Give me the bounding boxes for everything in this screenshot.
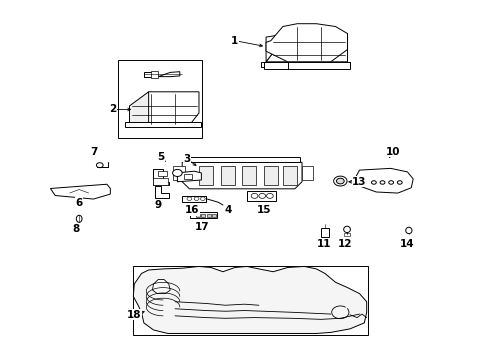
Polygon shape	[263, 62, 349, 69]
Text: 18: 18	[127, 310, 141, 320]
Circle shape	[251, 193, 257, 198]
Polygon shape	[129, 92, 199, 125]
Text: 5: 5	[157, 152, 164, 162]
Polygon shape	[143, 72, 156, 77]
Polygon shape	[129, 92, 148, 125]
Text: 16: 16	[184, 205, 199, 215]
Polygon shape	[265, 33, 347, 62]
Bar	[118, 60, 202, 138]
Circle shape	[397, 181, 401, 184]
Bar	[282, 166, 297, 185]
Text: 6: 6	[75, 198, 82, 208]
Polygon shape	[133, 266, 366, 333]
Polygon shape	[265, 24, 347, 62]
Text: 15: 15	[256, 205, 270, 215]
Polygon shape	[153, 170, 168, 185]
Text: 10: 10	[385, 147, 400, 157]
Text: 8: 8	[72, 224, 79, 234]
Bar	[246, 190, 275, 201]
Circle shape	[194, 197, 199, 201]
Circle shape	[333, 176, 346, 186]
Bar	[321, 228, 328, 237]
Circle shape	[186, 197, 191, 201]
Circle shape	[200, 197, 205, 201]
Bar	[212, 213, 216, 217]
Circle shape	[172, 170, 182, 176]
Bar	[172, 166, 184, 180]
Bar	[182, 196, 206, 202]
Polygon shape	[124, 122, 201, 127]
Ellipse shape	[76, 215, 82, 222]
Polygon shape	[158, 72, 180, 77]
Polygon shape	[184, 157, 299, 162]
Text: 11: 11	[316, 239, 330, 249]
Polygon shape	[155, 186, 169, 198]
Bar	[302, 166, 312, 180]
Bar	[153, 178, 167, 185]
Circle shape	[258, 193, 265, 198]
Circle shape	[266, 193, 273, 198]
Circle shape	[96, 163, 103, 168]
Polygon shape	[261, 62, 349, 67]
Bar	[158, 171, 166, 176]
Circle shape	[371, 181, 376, 184]
Bar	[196, 213, 200, 217]
Text: 13: 13	[351, 177, 366, 187]
Circle shape	[336, 178, 344, 184]
Polygon shape	[151, 71, 158, 78]
Text: 4: 4	[224, 205, 231, 215]
Bar	[190, 212, 217, 218]
Text: 12: 12	[337, 239, 352, 249]
Circle shape	[379, 181, 384, 184]
Text: 17: 17	[195, 221, 209, 231]
Bar	[207, 213, 210, 217]
Polygon shape	[50, 184, 110, 199]
Bar	[201, 213, 205, 217]
Bar	[220, 166, 234, 185]
Polygon shape	[182, 162, 302, 189]
Text: 1: 1	[231, 36, 238, 46]
Bar	[133, 266, 367, 335]
Bar	[263, 166, 278, 185]
Bar	[242, 166, 256, 185]
Text: 7: 7	[90, 147, 97, 157]
Polygon shape	[152, 279, 170, 294]
Polygon shape	[355, 168, 412, 193]
Text: 14: 14	[399, 239, 414, 249]
Polygon shape	[265, 33, 287, 62]
Bar	[199, 166, 213, 185]
Text: 2: 2	[109, 104, 116, 114]
Polygon shape	[177, 171, 201, 182]
Text: 3: 3	[183, 154, 190, 164]
Text: 9: 9	[154, 200, 162, 210]
Ellipse shape	[405, 227, 411, 234]
Ellipse shape	[343, 226, 350, 233]
Circle shape	[388, 181, 393, 184]
Bar	[183, 174, 192, 179]
Bar	[344, 233, 349, 237]
